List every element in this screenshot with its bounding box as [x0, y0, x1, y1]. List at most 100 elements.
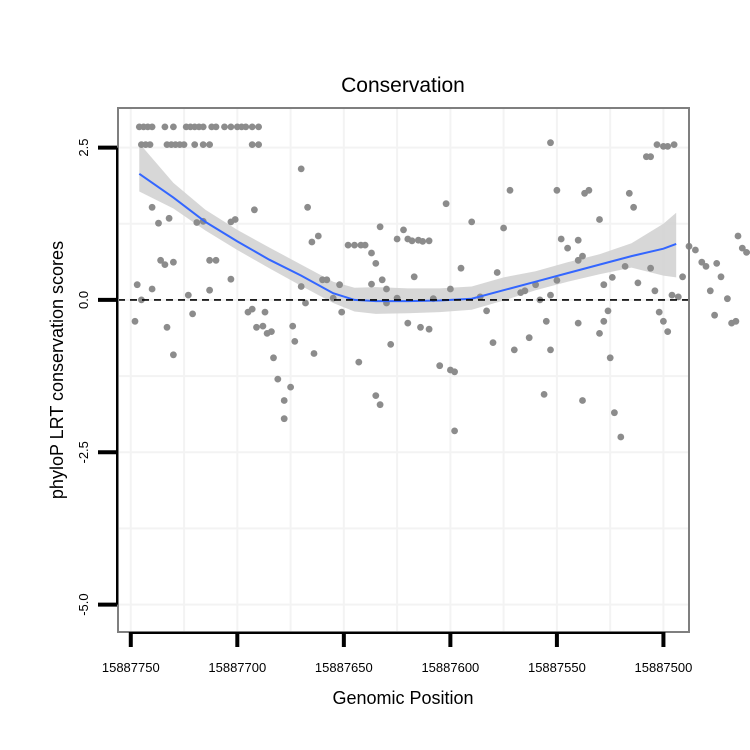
- data-point: [336, 281, 343, 289]
- data-point: [668, 291, 676, 299]
- data-point: [489, 339, 497, 346]
- data-point: [287, 383, 294, 391]
- data-point: [724, 295, 731, 303]
- data-point: [621, 263, 629, 270]
- y-tick-label: -5.0: [76, 593, 91, 615]
- data-point: [596, 330, 603, 337]
- data-point: [148, 123, 156, 131]
- data-point: [717, 273, 725, 281]
- data-point: [510, 346, 518, 354]
- x-axis: 15887750 15887700 15887650 15887600 15887550…: [102, 632, 692, 675]
- data-point: [600, 317, 608, 325]
- data-point: [711, 311, 718, 319]
- data-point: [670, 141, 678, 149]
- data-point: [574, 319, 582, 327]
- y-tick-label: -2.5: [76, 441, 91, 463]
- data-point: [248, 141, 256, 149]
- data-point: [451, 368, 458, 376]
- confidence-band: [139, 143, 677, 314]
- data-point: [547, 291, 554, 299]
- data-point: [585, 186, 593, 194]
- data-point: [372, 392, 380, 399]
- data-point: [734, 232, 742, 240]
- data-point: [138, 296, 145, 304]
- y-tick-label: 0.0: [76, 291, 91, 309]
- data-point: [231, 216, 239, 223]
- data-point: [255, 141, 262, 149]
- data-point: [608, 274, 616, 281]
- data-point: [146, 141, 154, 149]
- data-point: [297, 165, 305, 173]
- data-point: [647, 264, 654, 272]
- x-tick-label: 15887500: [635, 660, 693, 675]
- data-point: [351, 241, 358, 249]
- data-point: [579, 252, 586, 260]
- data-point: [521, 287, 529, 295]
- data-point: [212, 123, 220, 131]
- data-point: [161, 123, 169, 131]
- data-point: [242, 123, 250, 131]
- data-point: [310, 350, 318, 357]
- data-point: [664, 143, 672, 150]
- data-point: [368, 249, 375, 257]
- data-point: [417, 323, 424, 331]
- data-point: [500, 224, 507, 232]
- data-point: [280, 415, 288, 423]
- data-point: [400, 226, 407, 234]
- data-point: [706, 287, 714, 295]
- data-point: [212, 256, 220, 264]
- data-point: [184, 291, 192, 299]
- data-point: [604, 307, 612, 315]
- data-point: [547, 346, 554, 354]
- data-point: [647, 153, 654, 161]
- data-point: [314, 232, 322, 240]
- data-point: [148, 203, 156, 211]
- data-point: [674, 293, 682, 301]
- data-point: [157, 256, 165, 264]
- confidence-band-group: [139, 143, 677, 314]
- data-point: [506, 186, 514, 194]
- data-point: [199, 141, 207, 149]
- data-point: [206, 256, 214, 264]
- data-point: [579, 397, 586, 404]
- data-point: [302, 299, 309, 307]
- data-point: [206, 286, 214, 294]
- data-point: [393, 235, 401, 243]
- data-point: [291, 338, 299, 345]
- smooth-line-group: [138, 172, 677, 303]
- data-point: [574, 236, 582, 244]
- data-point: [600, 281, 608, 289]
- x-tick-label: 15887650: [315, 660, 373, 675]
- y-tick-label: 2.5: [76, 139, 91, 157]
- data-point: [161, 261, 169, 268]
- data-point: [732, 317, 740, 325]
- data-point: [651, 287, 659, 295]
- x-tick-label: 15887750: [102, 660, 160, 675]
- data-point: [227, 275, 235, 283]
- data-point: [404, 319, 412, 327]
- data-point: [679, 273, 686, 281]
- data-point: [251, 206, 258, 214]
- x-tick-label: 15887550: [528, 660, 586, 675]
- data-point: [372, 260, 380, 267]
- data-point: [606, 354, 614, 362]
- data-point: [170, 123, 177, 131]
- data-point: [625, 189, 633, 197]
- x-axis-label: Genomic Position: [332, 688, 473, 708]
- data-point: [270, 354, 277, 362]
- data-point: [131, 317, 139, 325]
- data-point: [227, 123, 235, 131]
- data-point: [361, 241, 369, 249]
- data-point: [383, 285, 390, 293]
- data-point: [553, 277, 561, 284]
- data-point: [451, 427, 458, 435]
- data-point: [660, 317, 667, 325]
- data-point: [323, 276, 331, 284]
- data-point: [297, 283, 305, 290]
- data-point: [304, 203, 311, 211]
- data-point: [255, 123, 262, 131]
- data-point: [378, 276, 386, 284]
- chart-title: Conservation: [341, 74, 465, 97]
- data-point: [376, 223, 384, 231]
